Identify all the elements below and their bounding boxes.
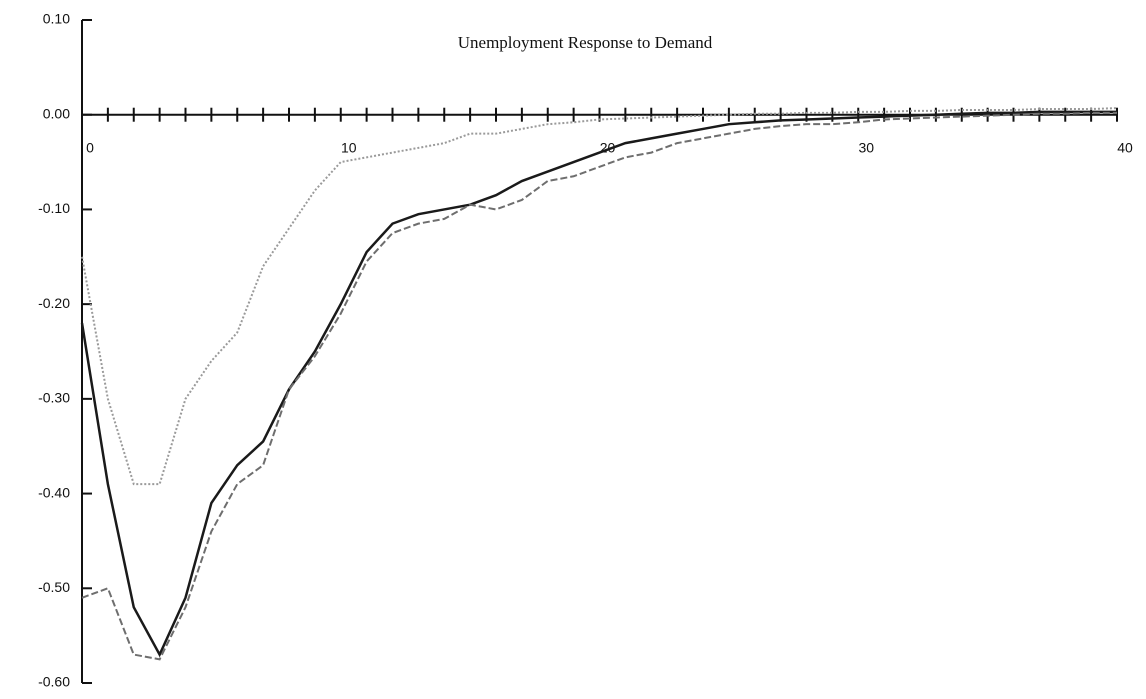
y-tick-label: 0.10 <box>43 11 70 27</box>
series-line <box>80 110 1117 658</box>
x-tick-label: 0 <box>86 139 94 155</box>
y-tick-label: 0.00 <box>43 105 70 121</box>
series-line <box>81 111 1117 661</box>
x-tick-label: 10 <box>341 139 357 155</box>
chart-title: Unemployment Response to Demand <box>458 33 713 52</box>
x-tick-label: 40 <box>1117 139 1133 155</box>
y-tick-label: -0.30 <box>38 390 70 406</box>
y-tick-label: -0.10 <box>38 200 70 216</box>
y-tick-label: -0.50 <box>38 579 70 595</box>
y-tick-label: -0.60 <box>38 674 70 690</box>
y-tick-label: -0.20 <box>38 295 70 311</box>
x-tick-label: 30 <box>858 139 874 155</box>
series-line <box>81 107 1118 486</box>
y-tick-label: -0.40 <box>38 484 70 500</box>
